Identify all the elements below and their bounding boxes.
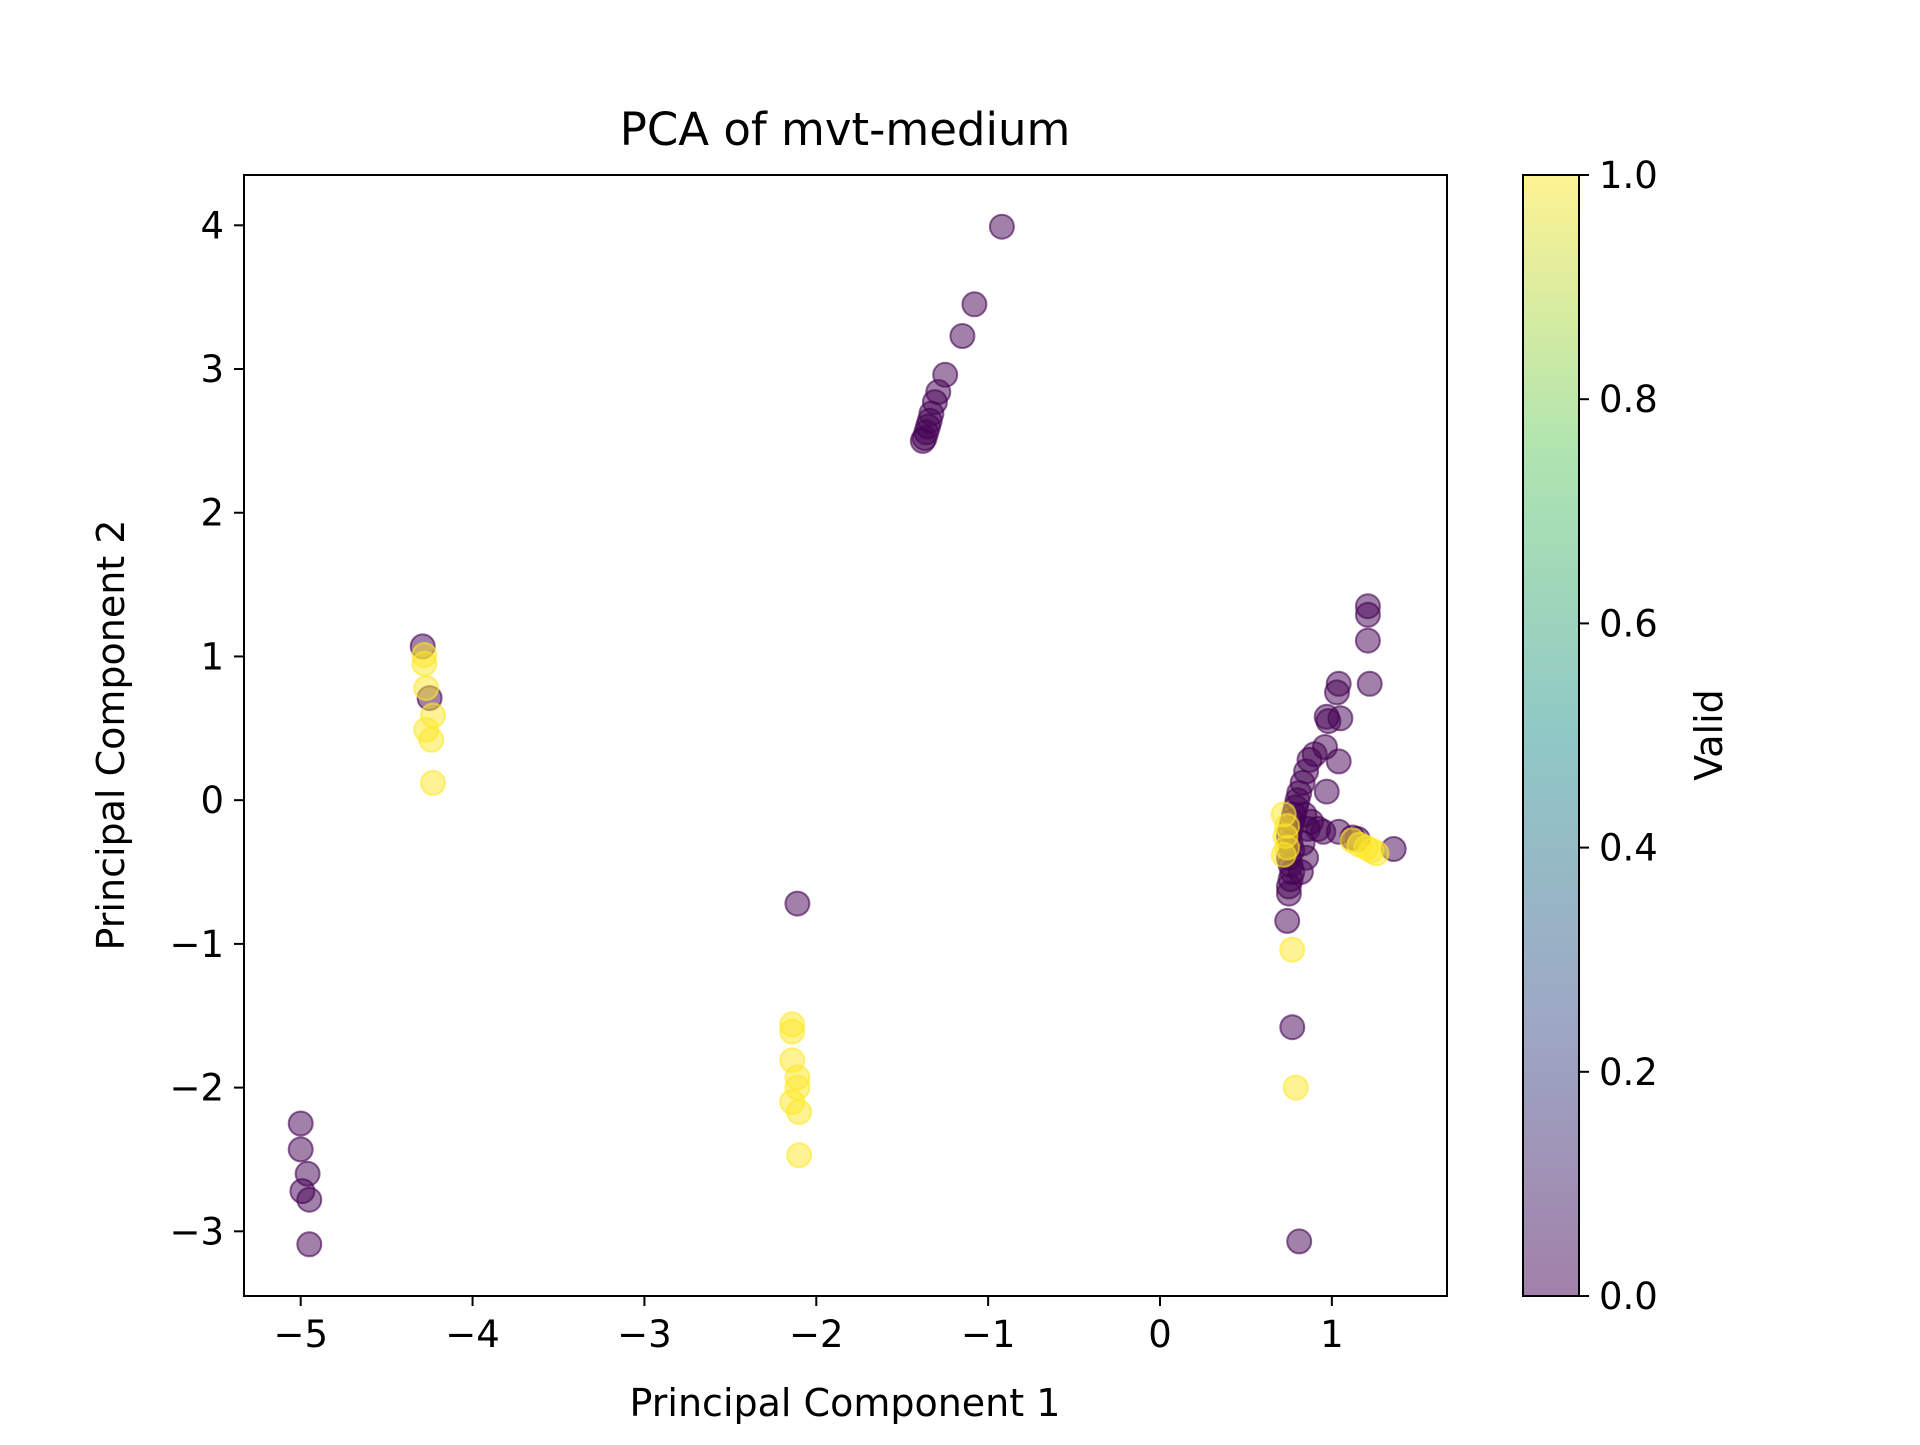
data-point [287, 1136, 314, 1163]
data-point [1324, 679, 1350, 706]
data-point [1354, 627, 1381, 654]
x-tick-label: 1 [1320, 1313, 1344, 1356]
x-axis: −5 −4 −3 −2 −1 0 1 [273, 1296, 1344, 1356]
data-point [786, 1099, 813, 1125]
y-axis-label: Principal Component 2 [89, 520, 133, 951]
data-point [287, 1110, 314, 1137]
colorbar-ticks: 0.0 0.2 0.4 0.6 0.8 1.0 [1579, 154, 1658, 1318]
data-point [784, 890, 811, 917]
data-point [1313, 778, 1340, 805]
data-point [1275, 880, 1302, 907]
data-point [1279, 1014, 1306, 1041]
colorbar: 0.0 0.2 0.4 0.6 0.8 1.0 Valid [1522, 154, 1731, 1318]
data-point [961, 291, 988, 318]
data-point [296, 1231, 323, 1258]
data-point [1363, 840, 1390, 867]
y-axis: −3 −2 −1 0 1 2 3 4 [169, 204, 244, 1253]
x-tick-label: −1 [961, 1313, 1016, 1356]
data-point [1356, 670, 1383, 697]
y-tick-label: −3 [169, 1210, 224, 1253]
data-point [786, 1142, 813, 1169]
chart-title: PCA of mvt-medium [620, 103, 1071, 156]
colorbar-tick-label: 0.4 [1599, 827, 1658, 870]
data-point [296, 1186, 323, 1213]
colorbar-frame [1522, 174, 1580, 1297]
data-point [1286, 1228, 1313, 1255]
y-tick-label: −2 [169, 1067, 224, 1110]
data-point [413, 675, 440, 702]
data-point [1274, 907, 1301, 934]
y-tick-label: 1 [200, 635, 224, 678]
y-tick-label: 0 [200, 779, 224, 822]
y-tick-label: 4 [200, 204, 224, 247]
colorbar-label: Valid [1687, 689, 1731, 781]
colorbar-tick-label: 0.8 [1599, 378, 1658, 421]
data-point [1325, 748, 1352, 775]
x-axis-label: Principal Component 1 [630, 1381, 1061, 1425]
colorbar-tick-label: 0.6 [1599, 602, 1658, 645]
x-tick-label: −3 [617, 1313, 672, 1356]
colorbar-tick-label: 1.0 [1599, 154, 1658, 197]
data-point [949, 323, 976, 349]
data-point [779, 1018, 806, 1045]
x-tick-label: −5 [273, 1313, 328, 1356]
x-tick-label: −4 [445, 1313, 500, 1356]
y-tick-label: 2 [200, 492, 224, 535]
data-point [420, 769, 446, 796]
colorbar-gradient-bar [1523, 175, 1579, 1296]
plot-area-frame [243, 174, 1448, 1297]
data-point [1287, 859, 1314, 885]
plot-points [287, 213, 1407, 1258]
data-point [1354, 601, 1381, 628]
colorbar-tick-label: 0.0 [1599, 1275, 1658, 1318]
data-point [411, 650, 438, 677]
data-point [1282, 1074, 1309, 1101]
data-point [909, 427, 936, 454]
data-point [1279, 936, 1306, 963]
data-point [1270, 841, 1297, 868]
data-point [1315, 708, 1342, 735]
data-point [418, 726, 445, 753]
x-tick-label: −2 [789, 1313, 844, 1356]
y-tick-label: 3 [200, 348, 224, 391]
x-tick-label: 0 [1148, 1313, 1172, 1356]
colorbar-tick-label: 0.2 [1599, 1051, 1658, 1094]
data-point [988, 213, 1015, 240]
y-tick-label: −1 [169, 923, 224, 966]
